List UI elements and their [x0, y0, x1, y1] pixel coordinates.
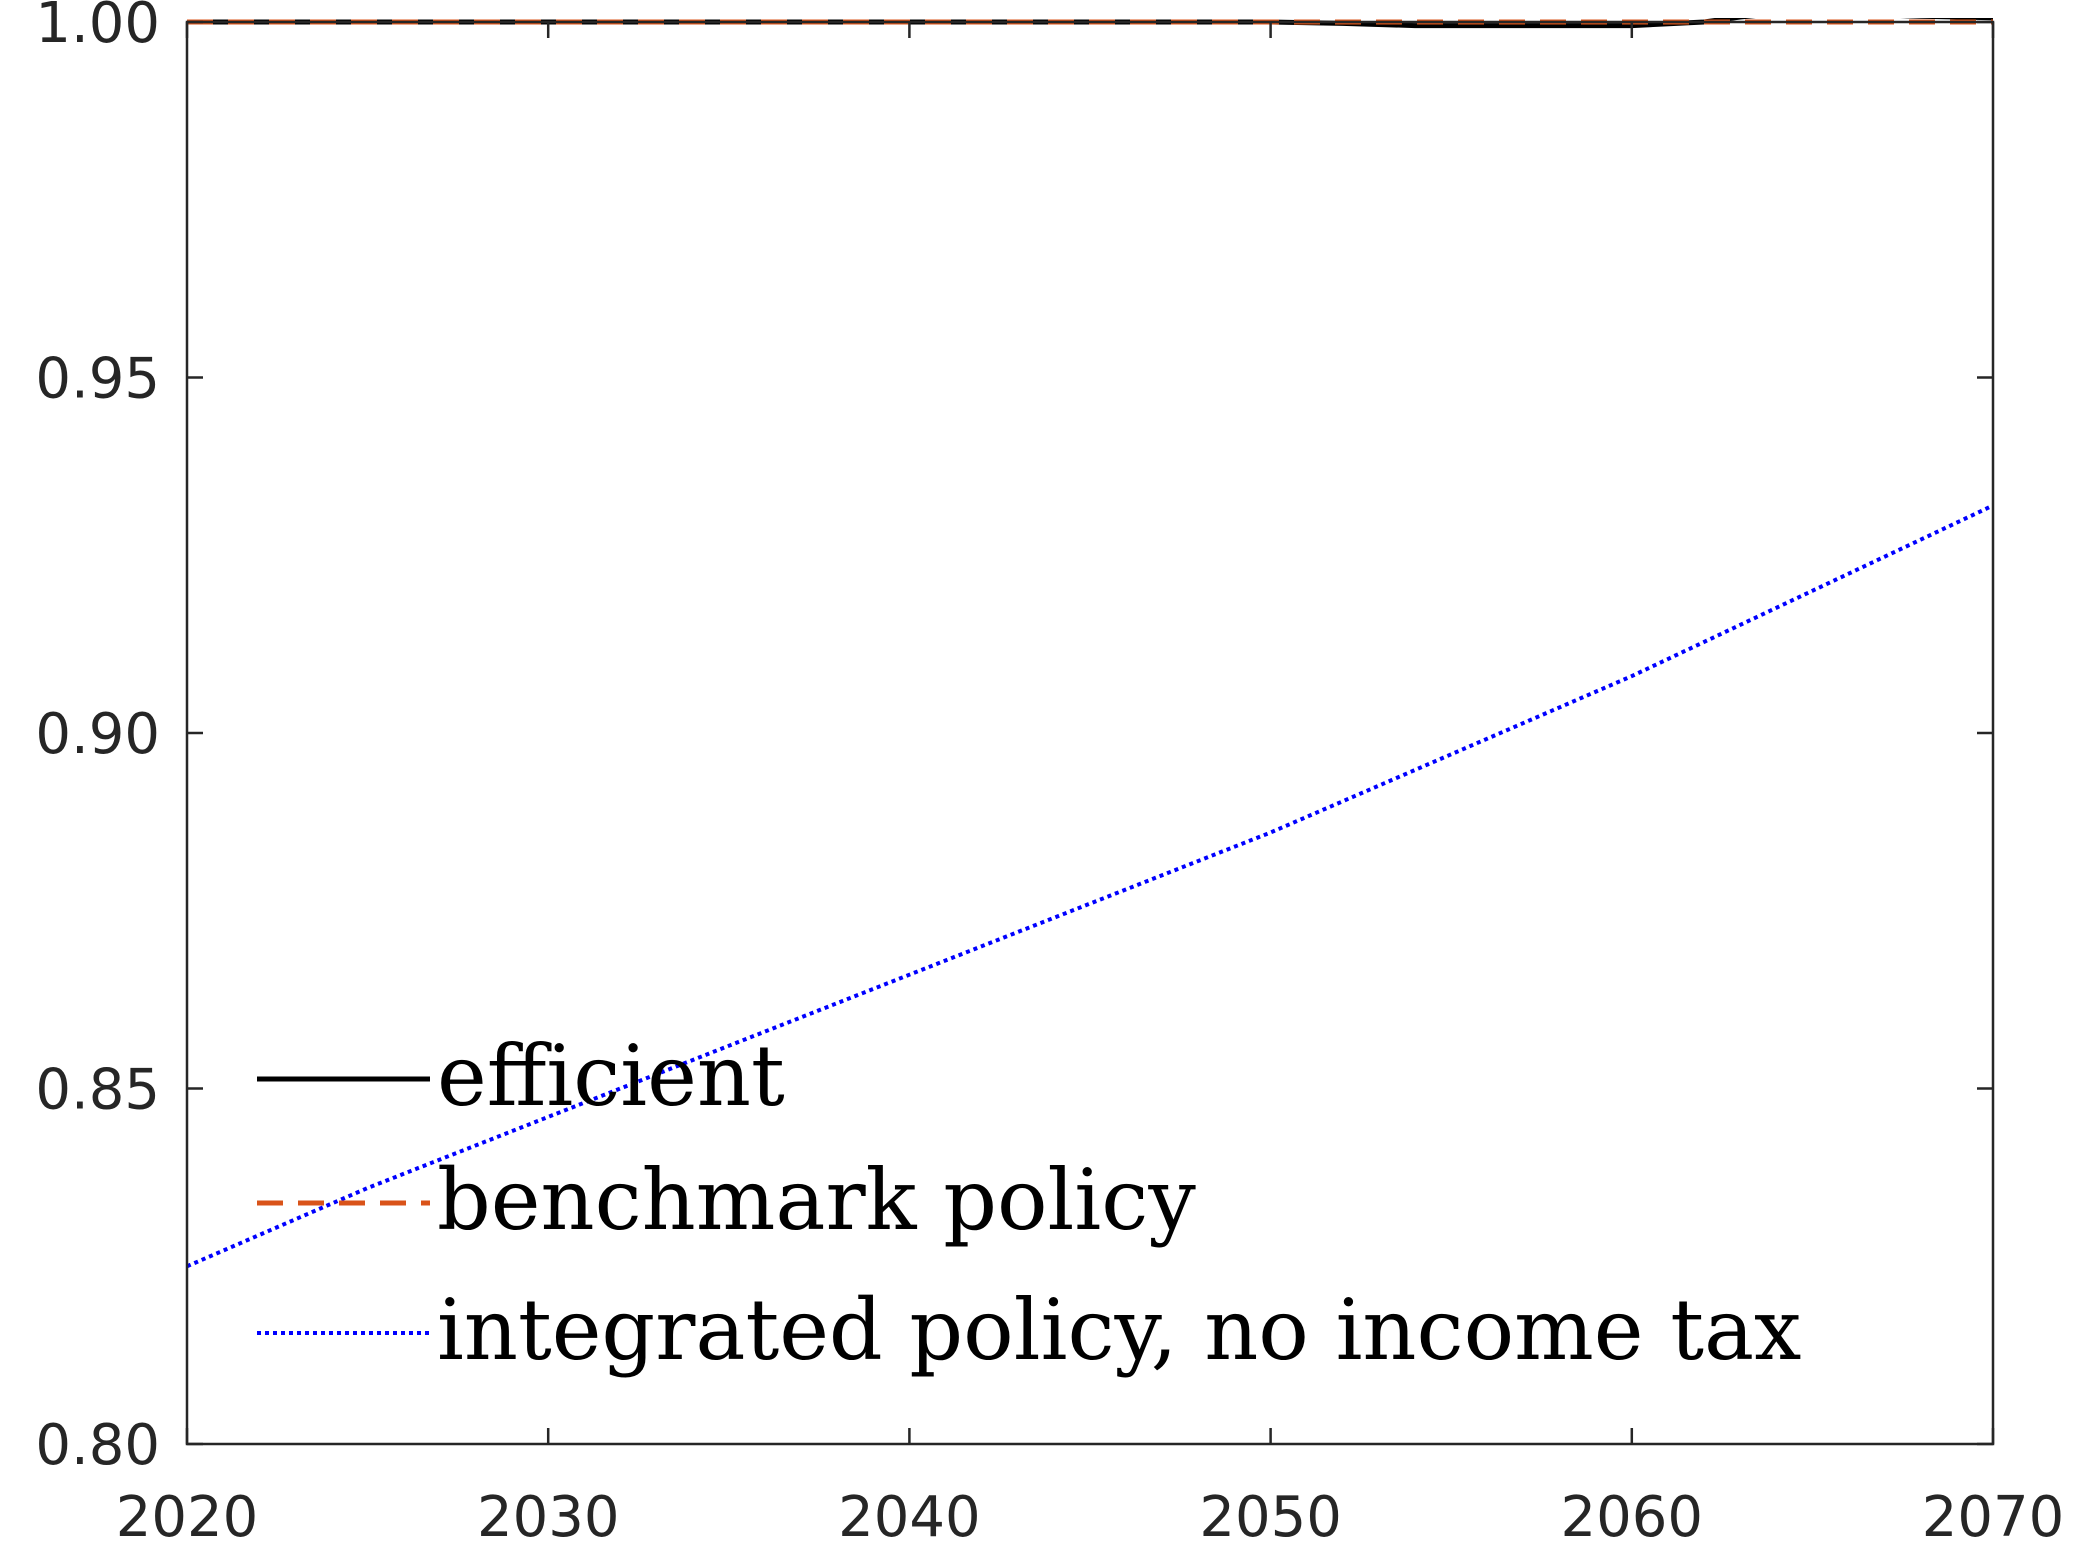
x-tick-label: 2070 [1922, 1485, 2065, 1543]
y-tick-label: 0.90 [35, 702, 160, 767]
x-tick-label: 2020 [116, 1485, 259, 1543]
x-tick-label: 2030 [477, 1485, 620, 1543]
y-tick-label: 1.00 [35, 0, 160, 56]
plot-area [187, 22, 1993, 1444]
legend: efficient benchmark policy integrated poli… [257, 1027, 1801, 1379]
series-line-integrated-policy-no-income-tax [187, 503, 1993, 1269]
legend-label: integrated policy, no income tax [437, 1281, 1801, 1379]
x-tick-label: 2050 [1199, 1485, 1342, 1543]
y-tick-label: 0.80 [35, 1413, 160, 1478]
x-tick-label: 2040 [838, 1485, 981, 1543]
y-tick-label: 0.95 [35, 347, 160, 412]
y-tick-label: 0.85 [35, 1058, 160, 1123]
axes-layer: 2020 2030 2040 2050 2060 2070 0.80 0.85 0.90 0.95… [35, 0, 2064, 1543]
plot-background [187, 22, 1993, 1444]
x-tick-label: 2060 [1561, 1485, 1704, 1543]
legend-label: benchmark policy [437, 1151, 1196, 1249]
legend-label: efficient [437, 1027, 785, 1125]
